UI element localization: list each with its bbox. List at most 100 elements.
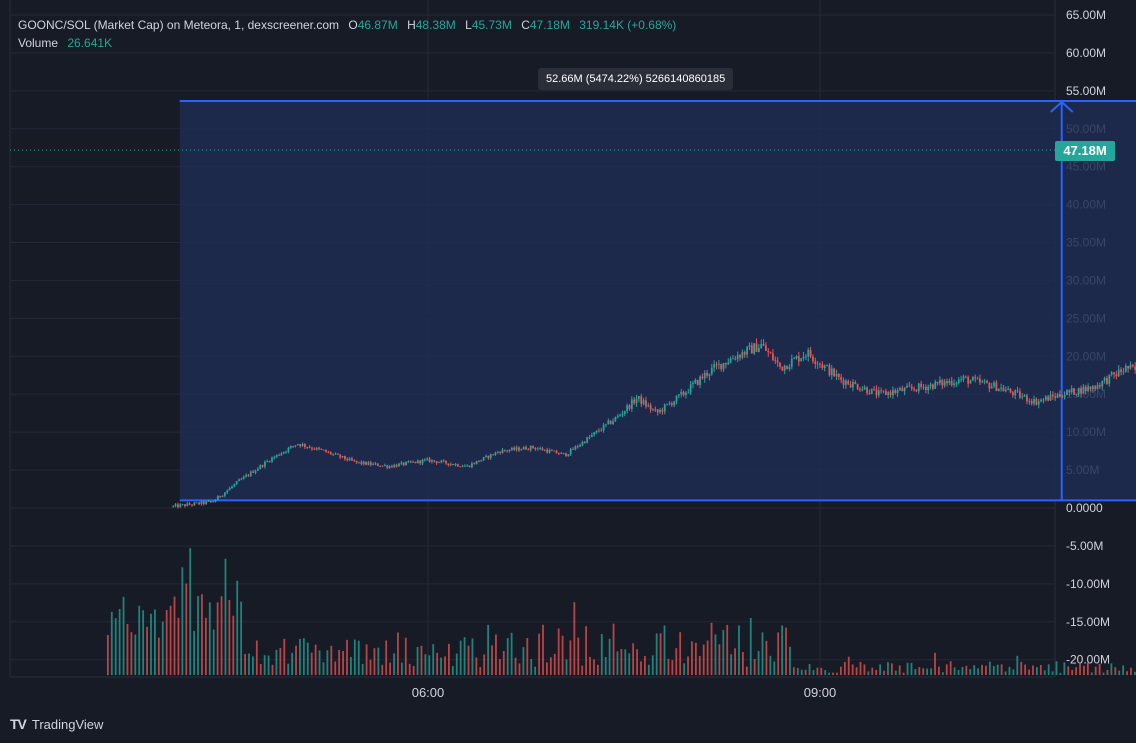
low-value: 45.73M	[471, 18, 512, 32]
candle-body	[652, 409, 654, 411]
candle-body	[793, 358, 796, 359]
volume-label: Volume	[18, 36, 59, 50]
candle-body	[955, 383, 958, 384]
candle-body	[795, 356, 798, 359]
candle-body	[1047, 396, 1050, 401]
candle-body	[334, 453, 337, 455]
candle-body	[1028, 400, 1031, 402]
volume-bar	[1032, 665, 1034, 675]
volume-bar	[400, 662, 403, 675]
volume-bar	[193, 630, 196, 675]
candle-body	[348, 458, 351, 461]
open-label: O	[348, 18, 358, 32]
candle-body	[421, 459, 424, 464]
candle-body	[717, 363, 720, 365]
candle-body	[379, 466, 382, 467]
candle-body	[699, 376, 701, 385]
candle-body	[1091, 386, 1094, 390]
candle-body	[332, 454, 335, 455]
volume-bar	[604, 657, 607, 675]
volume-bar	[118, 609, 121, 675]
candle-body	[1087, 386, 1090, 391]
volume-bar	[620, 648, 623, 675]
candle-body	[1059, 394, 1061, 397]
candle-body	[781, 366, 784, 371]
candle-body	[903, 387, 906, 392]
candle-body	[997, 388, 1000, 391]
candle-body	[525, 446, 527, 450]
candle-body	[957, 379, 960, 384]
volume-bar	[1024, 664, 1027, 675]
candle-body	[967, 377, 970, 384]
candle-body	[649, 405, 652, 410]
candle-body	[713, 364, 716, 368]
candle-body	[922, 386, 925, 388]
volume-bar	[244, 653, 246, 675]
candle-body	[496, 452, 499, 453]
volume-bar	[710, 622, 713, 675]
candle-body	[268, 461, 271, 462]
candle-body	[830, 368, 833, 376]
volume-bar	[204, 617, 207, 675]
candle-body	[979, 378, 981, 383]
volume-bar	[644, 656, 646, 675]
candle-body	[527, 449, 530, 451]
volume-bar	[546, 662, 548, 675]
volume-bar	[553, 653, 556, 675]
y-tick-label: 60.00M	[1066, 46, 1106, 60]
candle-body	[593, 432, 596, 435]
candle-body	[456, 464, 459, 467]
volume-bar	[957, 669, 960, 675]
candle-body	[772, 353, 774, 361]
candle-body	[463, 465, 466, 467]
candle-body	[823, 365, 826, 368]
volume-bars	[106, 548, 1136, 675]
volume-bar	[154, 609, 156, 675]
volume-bar	[306, 642, 309, 675]
volume-bar	[526, 638, 529, 675]
volume-bar	[248, 653, 250, 675]
volume-bar	[495, 634, 497, 675]
candle-body	[1030, 400, 1033, 404]
candle-body	[301, 444, 304, 447]
candle-body	[221, 495, 224, 497]
volume-bar	[459, 640, 462, 675]
symbol-title[interactable]: GOONC/SOL (Market Cap) on Meteora, 1, de…	[18, 18, 340, 32]
candle-body	[431, 460, 433, 462]
candle-body	[981, 381, 984, 383]
volume-bar	[357, 640, 360, 675]
candle-body	[353, 460, 356, 462]
tradingview-logo-icon: TV	[10, 716, 27, 732]
candle-body	[899, 388, 901, 391]
candle-body	[400, 462, 403, 464]
candle-body	[419, 460, 422, 464]
candle-body	[974, 377, 977, 379]
candle-body	[216, 495, 219, 500]
candle-body	[927, 386, 930, 391]
volume-bar	[201, 594, 203, 675]
candle-body	[685, 392, 687, 395]
candle-body	[468, 465, 471, 468]
candle-body	[725, 363, 727, 365]
volume-bar	[808, 664, 811, 675]
candle-body	[438, 462, 440, 464]
candle-body	[381, 465, 384, 467]
volume-bar	[726, 624, 729, 675]
candle-body	[532, 445, 534, 448]
candle-body	[1129, 364, 1132, 369]
volume-bar	[824, 670, 827, 675]
legend-row-volume: Volume 26.641K	[18, 34, 676, 52]
volume-bar	[1098, 663, 1101, 675]
volume-bar	[1106, 669, 1109, 675]
volume-bar	[385, 640, 388, 675]
volume-bar	[992, 666, 995, 675]
volume-bar	[820, 667, 823, 675]
volume-bar	[412, 665, 415, 675]
candle-body	[607, 420, 610, 424]
candle-body	[1066, 390, 1068, 396]
volume-bar	[1090, 672, 1093, 675]
tradingview-attribution[interactable]: TV TradingView	[10, 716, 103, 732]
volume-bar	[918, 667, 921, 675]
candle-body	[304, 444, 306, 447]
